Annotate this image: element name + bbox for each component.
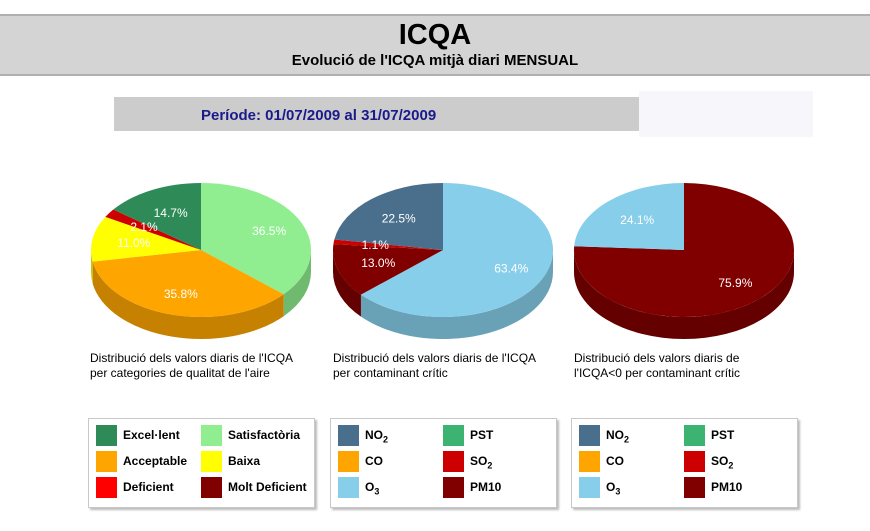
pie-side-pm10 [333, 250, 361, 317]
legend-swatch [201, 451, 222, 472]
legend-swatch [443, 477, 464, 498]
caption-chart-2: Distribució dels valors diaris de l'ICQA… [333, 351, 563, 381]
legend-swatch [684, 477, 705, 498]
pie-slice-acceptable [92, 250, 284, 317]
pie-slice-no2 [334, 183, 443, 250]
legend-swatch [443, 451, 464, 472]
legend-label: CO [606, 454, 624, 468]
pie-value-label: 1.1% [362, 238, 390, 252]
pie-side-satisfact-ria [283, 250, 311, 317]
pie-value-label: 63.4% [494, 262, 528, 276]
legend-air-quality: Excel·lent Satisfactòria Acceptable Baixa De… [88, 418, 315, 508]
pie-value-label: 13.0% [361, 256, 395, 270]
page-title: ICQA [398, 19, 472, 51]
caption-chart-3: Distribució dels valors diaris de l'ICQA… [574, 351, 804, 381]
pie-value-label: 14.7% [154, 206, 188, 220]
legend-label: Molt Deficient [228, 480, 307, 494]
pie-value-label: 2.1% [130, 220, 158, 234]
period-bar: Període: 01/07/2009 al 31/07/2009 [114, 97, 639, 131]
legend-swatch [96, 477, 117, 498]
page-subtitle: Evolució de l'ICQA mitjà diari MENSUAL [291, 52, 579, 69]
legend-label: O3 [365, 480, 380, 497]
caption-line: Distribució dels valors diaris de [574, 351, 740, 365]
pie-side-acceptable [92, 261, 284, 339]
legend-swatch [684, 425, 705, 446]
pie-value-label: 11.0% [117, 236, 150, 250]
legend-swatch [443, 425, 464, 446]
legend-swatch [96, 451, 117, 472]
legend-swatch [579, 477, 600, 498]
pie-value-label: 22.5% [382, 211, 416, 225]
legend-label: Baixa [228, 454, 261, 468]
legend-swatch [338, 451, 359, 472]
pie-side-baixa [91, 250, 93, 284]
legend-label: O3 [606, 480, 621, 497]
pie-side-o3 [360, 250, 553, 339]
legend-label: NO2 [365, 428, 389, 445]
pie-value-label: 75.9% [718, 276, 752, 290]
legend-label: Satisfactòria [228, 428, 301, 442]
legend-label: PM10 [470, 480, 502, 494]
legend-swatch [579, 451, 600, 472]
pie-slice-o3 [574, 183, 684, 250]
pie-chart-2: 63.4% 13.0% 1.1% 22.5% [333, 183, 553, 339]
legend-swatch [201, 425, 222, 446]
pie-side-pm10 [574, 250, 794, 339]
pie-slice-so2 [333, 239, 443, 250]
legend-label: CO [365, 454, 383, 468]
legend-swatch [96, 425, 117, 446]
legend-swatch [684, 451, 705, 472]
caption-line: l'ICQA<0 per contaminant crític [574, 366, 741, 380]
caption-line: per categories de qualitat de l'aire [90, 366, 270, 380]
legend-label: PM10 [711, 480, 743, 494]
pie-slice-satisfact-ria [201, 183, 311, 295]
legend-label: PST [470, 428, 494, 442]
legend-swatch [338, 425, 359, 446]
legend-swatch [338, 477, 359, 498]
legend-label: Acceptable [123, 454, 188, 468]
pie-slice-pm10 [573, 183, 794, 318]
pie-slice-baixa [90, 216, 201, 262]
legend-label: SO2 [470, 454, 493, 471]
legend-swatch [579, 425, 600, 446]
legend-label: Deficient [123, 480, 174, 494]
pie-chart-1: 36.5% 35.8% 11.0% 2.1%14.7% [90, 183, 311, 339]
legend-pollutants-negative: NO2 PST CO SO2 O3 PM10 [571, 418, 798, 508]
caption-chart-1: Distribució dels valors diaris de l'ICQA… [90, 351, 320, 381]
period-label: Període: 01/07/2009 al 31/07/2009 [201, 107, 437, 124]
pie-value-label: 36.5% [252, 224, 286, 238]
legend-label: SO2 [711, 454, 734, 471]
legend-pollutants: NO2 PST CO SO2 O3 PM10 [330, 418, 557, 508]
pie-chart-3: 75.9% 24.1% [573, 183, 794, 339]
pie-slice-pm10 [333, 244, 443, 295]
caption-line: per contaminant crític [333, 366, 448, 380]
pie-slice-o3 [360, 183, 553, 317]
legend-swatch [201, 477, 222, 498]
legend-label: Excel·lent [123, 428, 180, 442]
legend-label: PST [711, 428, 735, 442]
pie-slice-excel-lent [113, 183, 201, 250]
pie-slice-deficient [105, 209, 201, 250]
header-banner: ICQA Evolució de l'ICQA mitjà diari MENS… [0, 14, 870, 76]
caption-line: Distribució dels valors diaris de l'ICQA [90, 351, 294, 365]
period-side-panel [639, 91, 813, 137]
caption-line: Distribució dels valors diaris de l'ICQA [333, 351, 537, 365]
legend-label: NO2 [606, 428, 630, 445]
pie-value-label: 35.8% [164, 287, 198, 301]
pie-value-label: 24.1% [620, 213, 654, 227]
